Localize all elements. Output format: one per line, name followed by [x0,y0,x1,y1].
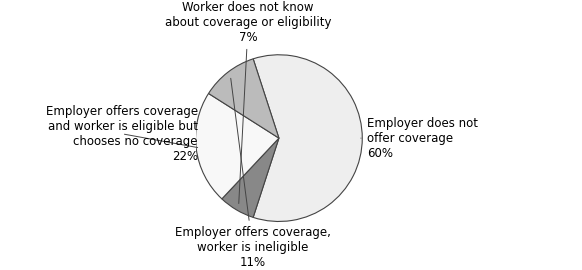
Wedge shape [253,55,362,221]
Text: Employer offers coverage
and worker is eligible but
chooses no coverage
22%: Employer offers coverage and worker is e… [45,105,198,163]
Wedge shape [208,59,279,138]
Text: Employer offers coverage,
worker is ineligible
11%: Employer offers coverage, worker is inel… [175,78,331,269]
Text: Worker does not know
about coverage or eligibility
7%: Worker does not know about coverage or e… [165,1,332,204]
Wedge shape [222,138,279,217]
Text: Employer does not
offer coverage
60%: Employer does not offer coverage 60% [361,117,478,160]
Wedge shape [196,93,279,199]
